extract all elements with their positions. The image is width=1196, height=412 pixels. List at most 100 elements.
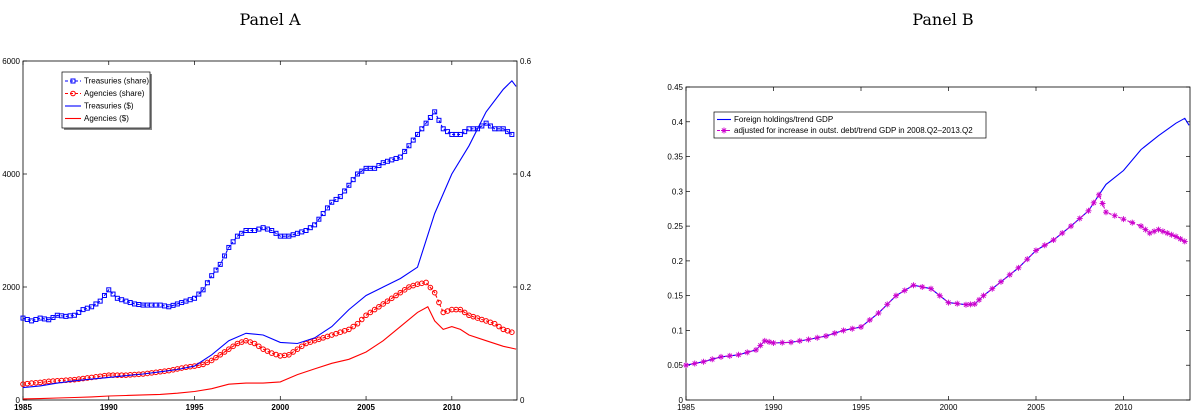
series-treasuries-share: [20, 109, 515, 324]
y-tick-label-left: 4000: [2, 170, 20, 179]
data-point: [1120, 216, 1127, 223]
x-tick-label: 1995: [852, 403, 870, 412]
data-point: [475, 126, 481, 132]
data-point: [436, 117, 442, 123]
data-point: [823, 333, 829, 340]
x-tick-label: 1990: [765, 403, 783, 412]
series-line: [685, 193, 1186, 366]
data-point: [840, 327, 847, 334]
data-point: [217, 352, 224, 358]
y-tick-label: 0.15: [667, 292, 683, 301]
series-line: [22, 306, 517, 400]
data-point: [196, 291, 202, 297]
plot-frame: [685, 86, 1191, 401]
data-point: [432, 109, 438, 115]
data-point: [402, 148, 408, 154]
data-point: [393, 292, 399, 299]
data-point: [384, 298, 391, 304]
data-point: [1024, 256, 1031, 263]
data-point: [1099, 200, 1106, 207]
data-point: [70, 90, 76, 97]
data-point: [358, 316, 365, 323]
series-line: [22, 281, 513, 385]
data-point: [294, 346, 301, 352]
data-point: [350, 323, 356, 330]
data-point: [1129, 219, 1136, 226]
data-point: [700, 358, 707, 365]
series-foreign-holdings-trend-gdp: [685, 117, 1190, 366]
data-point: [1138, 223, 1144, 230]
data-point: [307, 225, 313, 231]
data-point: [419, 126, 425, 132]
data-point: [766, 338, 773, 345]
data-point: [376, 303, 382, 310]
data-point: [359, 168, 365, 174]
legend: [713, 111, 987, 139]
data-point: [796, 337, 803, 344]
data-point: [726, 352, 733, 359]
series-line: [22, 79, 517, 389]
data-point: [919, 283, 926, 290]
data-point: [954, 300, 961, 307]
data-point: [971, 301, 978, 308]
data-point: [298, 343, 305, 350]
data-point: [397, 154, 403, 160]
data-point: [1177, 235, 1184, 242]
data-point: [491, 320, 498, 327]
data-point: [1076, 215, 1083, 222]
series-adjusted-for-increase-in-outst-debt-tren: [683, 191, 1188, 369]
data-point: [866, 317, 873, 324]
y-tick-label-left: 2000: [2, 283, 20, 292]
series-treasuries: [22, 79, 517, 389]
data-point: [71, 312, 77, 318]
data-point: [1041, 242, 1048, 249]
data-point: [462, 129, 468, 135]
data-point: [814, 334, 821, 341]
data-point: [221, 349, 228, 355]
y-tick-label-right: 0: [520, 396, 525, 405]
data-point: [372, 165, 378, 171]
x-tick-label: 2000: [271, 403, 289, 412]
data-point: [479, 123, 485, 129]
data-point: [1181, 238, 1188, 245]
data-point: [106, 287, 112, 293]
data-point: [234, 233, 240, 239]
data-point: [1096, 191, 1102, 198]
data-point: [998, 278, 1004, 285]
data-point: [445, 129, 451, 135]
data-point: [204, 280, 210, 286]
data-point: [380, 301, 387, 307]
data-point: [788, 339, 794, 346]
data-point: [350, 177, 356, 183]
x-tick-label: 1985: [14, 403, 32, 412]
data-point: [397, 289, 404, 296]
data-point: [1050, 237, 1057, 244]
data-point: [200, 361, 206, 368]
data-point: [1168, 231, 1175, 238]
x-tick-label: 1985: [677, 403, 695, 412]
legend-label: Agencies ($): [84, 114, 129, 123]
data-point: [936, 292, 943, 299]
panel-b-title: Panel B: [912, 10, 974, 29]
y-tick-label: 0.4: [672, 118, 684, 127]
data-point: [371, 306, 378, 313]
panel-a-chart: 1985 1990 1995 2000 2005 2010 0 2000 4000 6000 0 0.…: [2, 57, 531, 412]
data-point: [427, 115, 433, 120]
data-point: [509, 329, 515, 336]
data-point: [770, 339, 777, 346]
data-point: [1142, 226, 1149, 233]
data-point: [337, 194, 343, 200]
data-point: [980, 292, 987, 299]
data-point: [320, 211, 326, 217]
data-point: [718, 353, 724, 360]
data-point: [346, 182, 352, 188]
data-point: [457, 131, 463, 137]
series-agencies-share: [20, 279, 515, 387]
data-point: [1090, 199, 1097, 206]
data-point: [269, 228, 275, 233]
data-point: [436, 299, 442, 306]
data-point: [192, 295, 198, 301]
data-point: [226, 346, 232, 352]
data-point: [110, 291, 116, 297]
data-point: [363, 312, 369, 319]
